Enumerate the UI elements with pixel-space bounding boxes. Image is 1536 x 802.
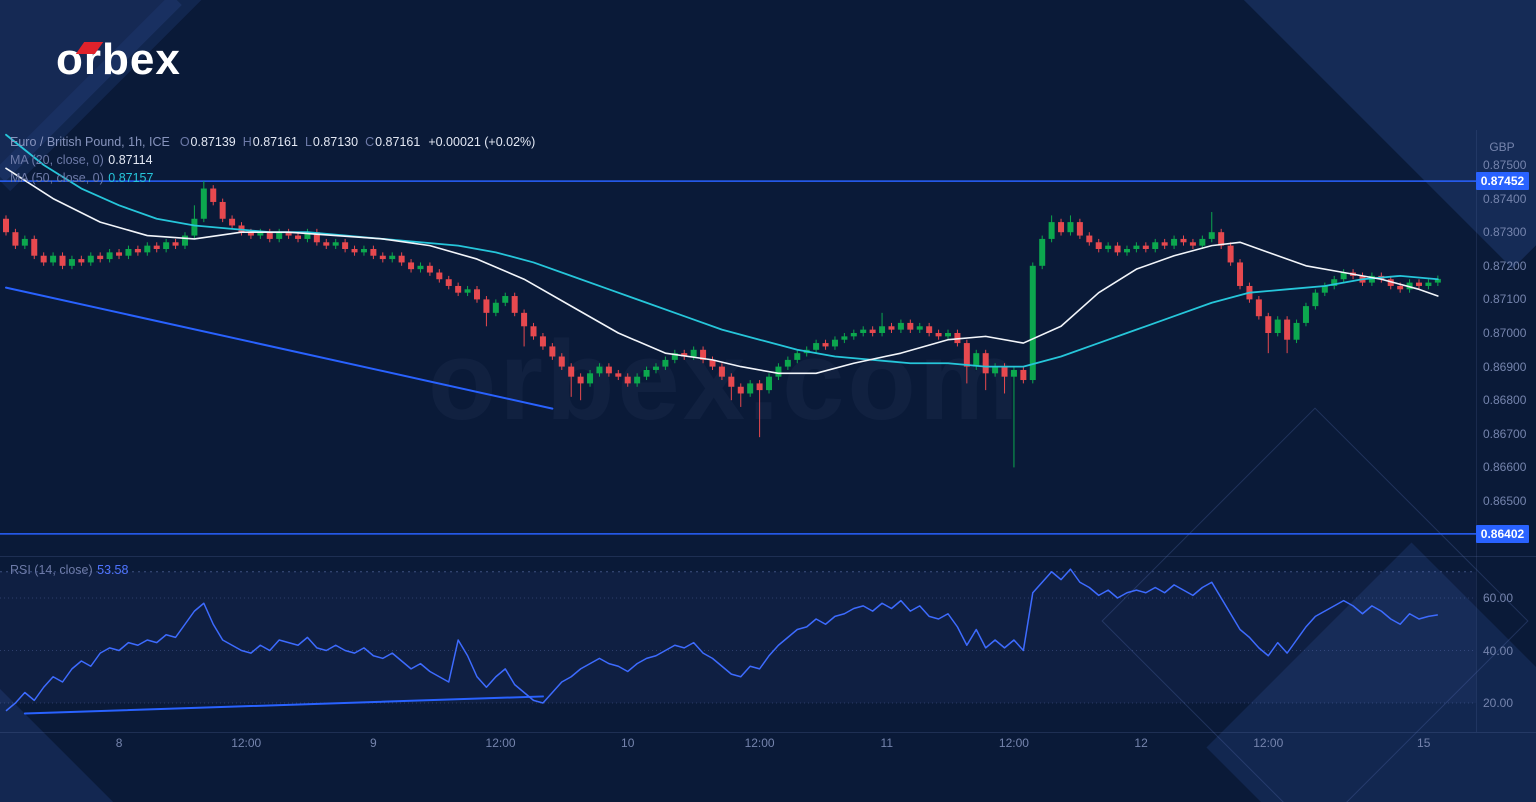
price-axis[interactable]: GBP 0.87500 0.87400 0.87300 0.87200 0.87100 0… xyxy=(1476,0,1536,802)
price-level-badge: 0.86402 xyxy=(1476,524,1529,543)
rsi-tick-label: 60.00 xyxy=(1483,591,1514,605)
ma50-value: 0.87157 xyxy=(108,171,154,185)
time-tick-label[interactable]: 12:00 xyxy=(1253,736,1284,750)
rsi-band-layer xyxy=(0,571,1476,704)
time-tick-label[interactable]: 10 xyxy=(621,736,635,750)
ma50-line xyxy=(5,133,1439,368)
price-tick-label: 0.87500 xyxy=(1483,158,1527,172)
rsi-tick-label: 40.00 xyxy=(1483,643,1514,658)
ma50-label: MA (50, close, 0) xyxy=(10,171,104,185)
time-tick-label[interactable]: 12:00 xyxy=(744,736,775,750)
rsi-value: 53.58 xyxy=(97,563,129,577)
price-tick-label: 0.86500 xyxy=(1483,494,1527,508)
rsi-label: RSI (14, close) xyxy=(10,563,93,577)
price-tick-label: 0.86800 xyxy=(1483,393,1527,408)
time-tick-label[interactable]: 8 xyxy=(115,736,123,750)
price-level-lines[interactable] xyxy=(0,180,1476,535)
open-label: O xyxy=(179,135,190,149)
open-value: 0.87139 xyxy=(190,135,236,149)
time-axis[interactable]: 8 12:00 9 12:00 10 12:00 11 12:00 12 12:00 15 xyxy=(0,736,1476,760)
time-tick-label[interactable]: 12 xyxy=(1134,736,1148,750)
rsi-trendline[interactable] xyxy=(23,695,544,715)
price-tick-label: 0.87100 xyxy=(1483,292,1527,307)
ma20-line xyxy=(5,167,1439,375)
rsi-line xyxy=(5,568,1438,712)
price-tick-label: 0.86700 xyxy=(1483,426,1527,441)
low-value: 0.87130 xyxy=(312,135,359,149)
chart-watermark: orbex.com xyxy=(428,318,1022,443)
price-tick-label: 0.87300 xyxy=(1483,225,1527,240)
candles xyxy=(3,181,1441,468)
price-tick-label: 0.87000 xyxy=(1483,326,1527,340)
time-tick-label[interactable]: 9 xyxy=(370,736,377,750)
change-value: +0.00021 (+0.02%) xyxy=(428,135,536,149)
price-tick-label: 0.87400 xyxy=(1483,191,1527,206)
orbex-logo: orbex xyxy=(56,38,181,82)
low-label: L xyxy=(304,135,312,149)
ma20-legend-row[interactable]: MA (20, close, 0) 0.87114 xyxy=(10,151,535,169)
price-level-badge: 0.87452 xyxy=(1476,172,1529,191)
close-value: 0.87161 xyxy=(375,135,421,149)
time-tick-label[interactable]: 12:00 xyxy=(485,736,516,750)
symbol-title: Euro / British Pound, 1h, ICE xyxy=(10,135,170,149)
price-trendline[interactable] xyxy=(5,286,554,410)
price-axis-currency: GBP xyxy=(1489,140,1515,154)
high-value: 0.87161 xyxy=(252,135,298,149)
ma20-label: MA (20, close, 0) xyxy=(10,153,104,167)
time-tick-label[interactable]: 11 xyxy=(880,736,893,750)
rsi-legend-row[interactable]: RSI (14, close) 53.58 xyxy=(10,561,128,579)
high-label: H xyxy=(242,135,252,149)
close-label: C xyxy=(365,135,375,149)
symbol-legend-row[interactable]: Euro / British Pound, 1h, ICE O0.87139 H0.… xyxy=(10,133,535,151)
price-tick-label: 0.87200 xyxy=(1483,258,1527,273)
time-tick-label[interactable]: 15 xyxy=(1417,736,1431,750)
price-tick-label: 0.86900 xyxy=(1483,359,1527,374)
ma50-legend-row[interactable]: MA (50, close, 0) 0.87157 xyxy=(10,169,535,187)
time-tick-label[interactable]: 12:00 xyxy=(231,736,262,750)
main-chart-legend: Euro / British Pound, 1h, ICE O0.87139 H0.… xyxy=(10,133,535,187)
orbex-logo-text: orbex xyxy=(56,35,181,84)
rsi-tick-label: 20.00 xyxy=(1483,696,1514,710)
ma20-value: 0.87114 xyxy=(108,153,153,167)
time-tick-label[interactable]: 12:00 xyxy=(998,736,1029,750)
price-tick-label: 0.86600 xyxy=(1483,460,1527,475)
